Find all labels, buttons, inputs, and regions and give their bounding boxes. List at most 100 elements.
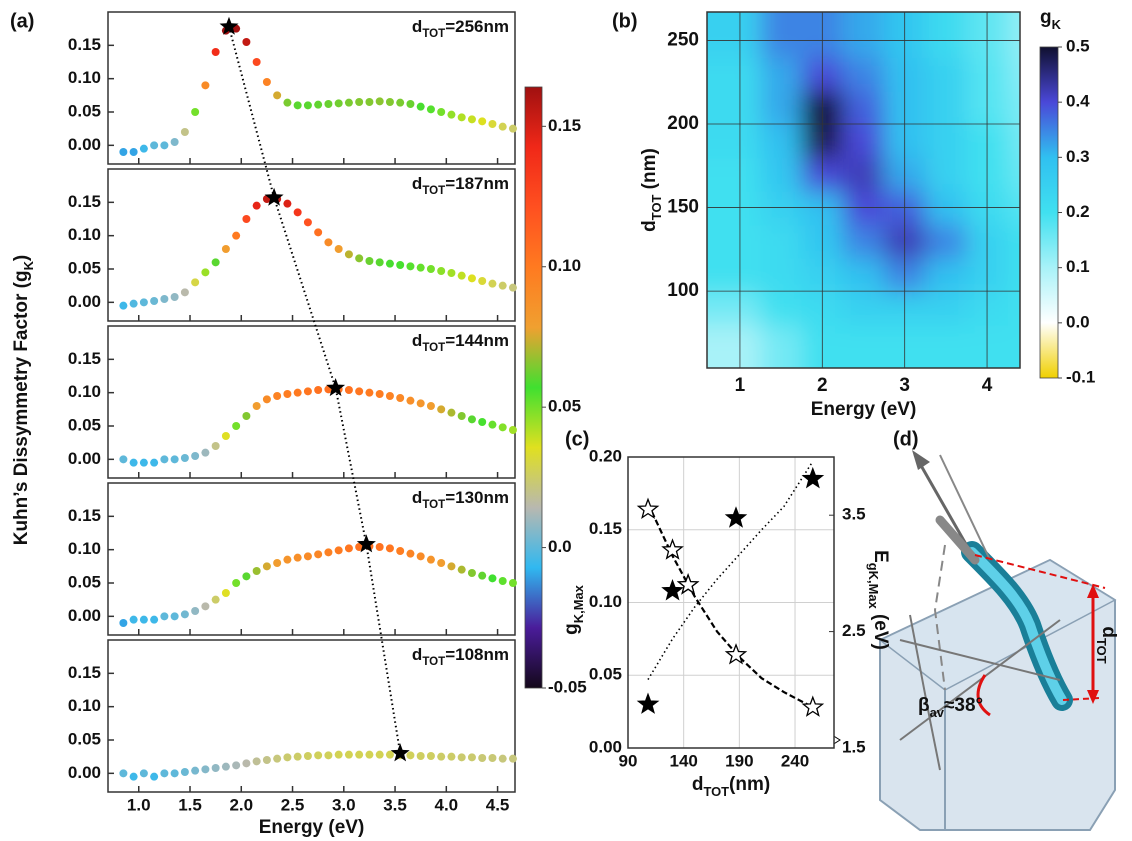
height-guide: [974, 554, 1106, 589]
data-point: [273, 754, 282, 763]
text-part: K,Max: [571, 584, 586, 623]
text-part: g: [561, 623, 582, 635]
heatmap-cell: [801, 257, 844, 293]
data-point: [119, 455, 128, 464]
y-tick-label: 0.00: [589, 737, 622, 756]
text-part: =144nm: [445, 331, 509, 350]
x-tick-label: 1.0: [127, 795, 151, 814]
data-point: [303, 387, 312, 396]
data-point: [396, 394, 405, 402]
heatmap-cell: [707, 224, 762, 259]
data-point: [129, 615, 138, 624]
data-point: [129, 148, 138, 156]
heatmap-cell: [884, 291, 927, 326]
data-point: [293, 553, 302, 562]
data-point: [344, 750, 353, 759]
data-point: [211, 48, 220, 56]
data-point: [139, 298, 148, 307]
axis-line: [899, 639, 1061, 681]
text-part: d: [412, 331, 422, 350]
heatmap-cell: [925, 257, 968, 293]
colorbar: [1039, 46, 1059, 379]
heatmap-cell: [884, 90, 927, 125]
data-point: [150, 615, 159, 624]
arrow-heads: [1087, 584, 1099, 704]
y-tick-label: 0.10: [68, 225, 101, 244]
heatmap-cell: [760, 57, 803, 92]
data-point: [457, 271, 466, 280]
data-point: [303, 218, 312, 227]
axis-line: [909, 614, 941, 771]
arrow-head: [912, 450, 930, 470]
data-point: [324, 100, 333, 108]
data-point: [150, 772, 159, 781]
data-point: [303, 552, 312, 561]
x-tick-label: 240: [781, 751, 809, 770]
data-point: [273, 91, 282, 100]
data-point: [283, 98, 292, 107]
heatmap-cell: [842, 190, 886, 226]
heatmap-cell: [760, 291, 803, 326]
data-point: [508, 124, 517, 133]
colorbar-tick-label: 0.10: [548, 256, 581, 275]
series-label: dTOT=130nm: [412, 488, 509, 511]
data-point: [385, 259, 394, 268]
data-point: [467, 569, 476, 577]
data-point: [508, 579, 517, 587]
y2-tick-label: 2.5: [842, 621, 866, 640]
data-point: [488, 120, 497, 128]
data-point: [365, 750, 374, 759]
y-tick-label: 0.10: [589, 592, 622, 611]
data-point: [283, 555, 292, 564]
data-point: [201, 81, 210, 90]
data-point: [180, 288, 189, 297]
heatmap-cell: [884, 224, 927, 259]
data-point: [232, 231, 241, 240]
data-point: [262, 756, 271, 764]
heatmap-cell: [1007, 123, 1020, 159]
data-point: [252, 757, 261, 766]
data-point: [355, 750, 364, 759]
heatmap-cell: [966, 257, 1009, 293]
data-point: [221, 432, 230, 440]
heatmap-cell: [801, 324, 844, 368]
heatmap-cell: [925, 224, 968, 259]
colorbar-tick-label: 0.3: [1066, 147, 1090, 166]
plot-frame: [627, 456, 835, 749]
text-part: d: [692, 774, 704, 795]
data-point: [375, 390, 384, 398]
colorbar-tick-label: 0.2: [1066, 202, 1090, 221]
star-marker: [801, 695, 825, 717]
data-point: [457, 412, 466, 420]
data-point: [262, 395, 271, 404]
y-tick-label: 0.05: [68, 415, 101, 434]
peak-star: [219, 16, 239, 35]
heatmap-cell: [1007, 57, 1020, 92]
data-point: [191, 278, 200, 287]
data-point: [406, 100, 415, 108]
colorbar-tick-label: -0.05: [548, 677, 587, 696]
y-tick-label: 250: [667, 29, 699, 50]
y-axis-label: gK,Max: [561, 584, 586, 634]
data-point: [478, 277, 487, 285]
star-marker: [801, 466, 825, 489]
heatmap-cell: [966, 90, 1009, 125]
heatmap-cell: [801, 123, 844, 159]
x-tick-label: 3.5: [383, 795, 407, 814]
data-point: [457, 753, 466, 762]
text-part: g: [1040, 7, 1052, 28]
data-point: [426, 402, 435, 410]
data-point: [119, 148, 128, 156]
text-part: =256nm: [445, 17, 509, 36]
panel-label: (b): [612, 10, 638, 32]
data-point: [498, 754, 507, 763]
data-point: [129, 772, 138, 781]
data-point: [160, 769, 169, 778]
colorbar: [524, 86, 543, 689]
data-point: [467, 753, 476, 762]
data-point: [273, 559, 282, 567]
heatmap-cell: [760, 123, 803, 159]
heatmap-cell: [925, 190, 968, 226]
heatmap-cell: [884, 123, 927, 159]
data-point: [139, 769, 148, 778]
